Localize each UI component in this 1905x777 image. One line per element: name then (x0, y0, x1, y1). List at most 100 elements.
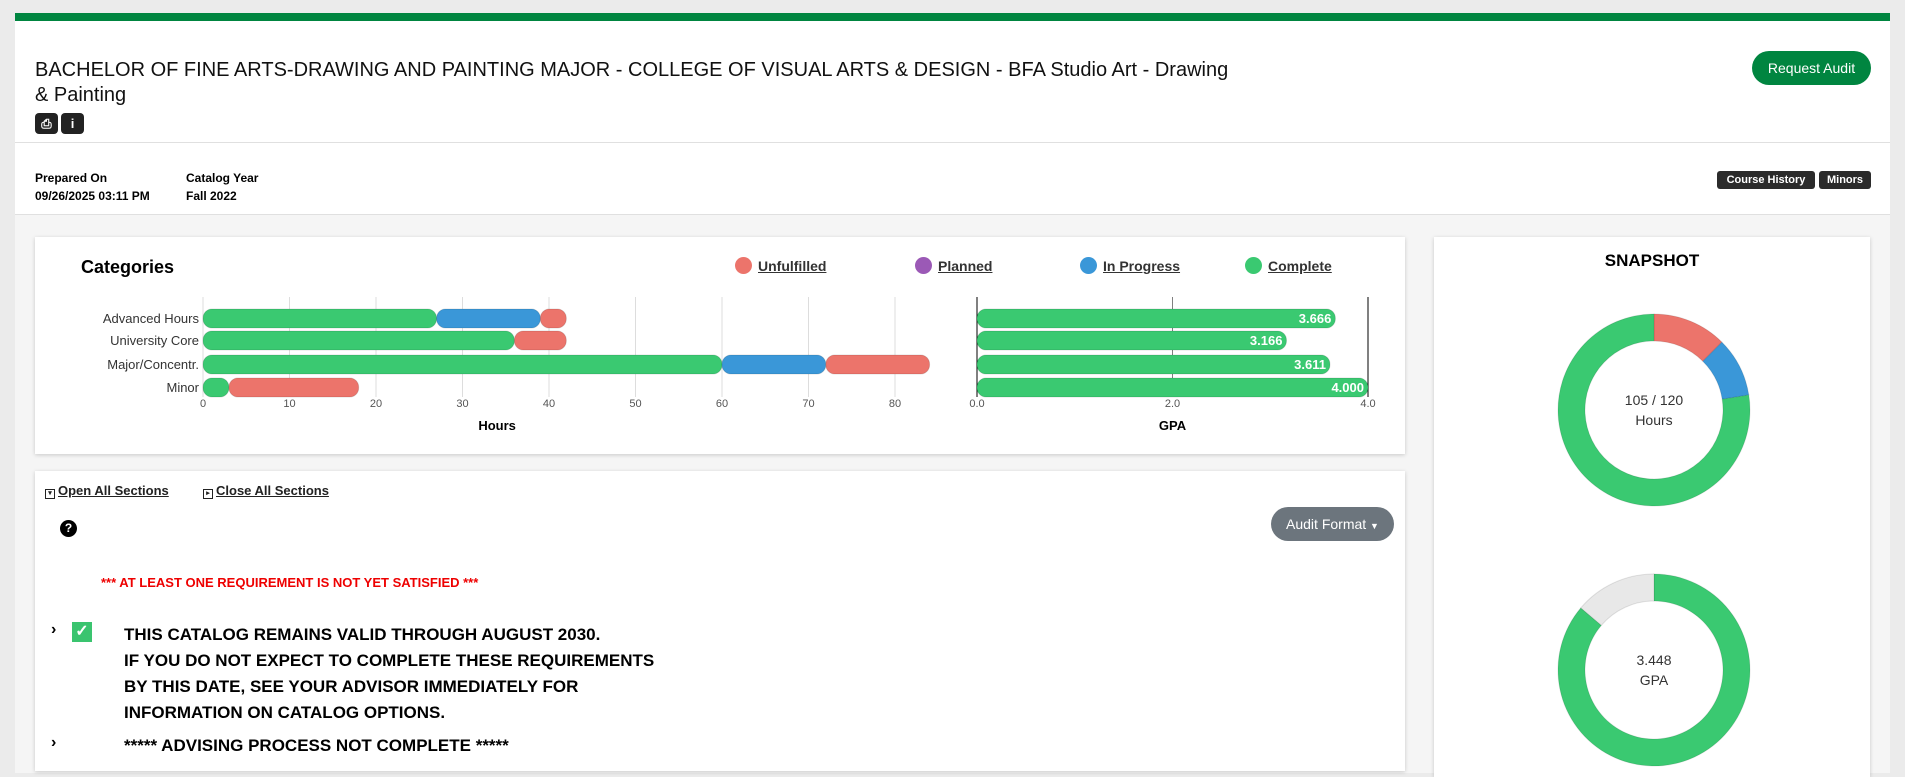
legend-label: Unfulfilled (758, 258, 827, 274)
info-icon[interactable]: i (61, 113, 84, 134)
tick-label: 40 (543, 398, 555, 410)
donut-slice-in-progress (1702, 341, 1750, 400)
dot-icon (735, 257, 752, 274)
bar-complete (202, 377, 230, 398)
warning-message: *** AT LEAST ONE REQUIREMENT IS NOT YET … (101, 575, 479, 590)
tick-label: 80 (889, 398, 901, 410)
dropdown-label: Audit Format (1286, 516, 1367, 532)
donut-value: 3.448 (1636, 652, 1671, 668)
catalog-year: Catalog Year Fall 2022 (186, 169, 258, 205)
bar-complete (202, 354, 723, 375)
donut-label: GPA (1640, 672, 1669, 688)
donut-value: 105 / 120 (1625, 392, 1684, 408)
category-label: Advanced Hours (103, 311, 200, 326)
bar-unfulfilled (228, 377, 360, 398)
check-icon: ✓ (72, 622, 92, 642)
bar-unfulfilled (539, 308, 567, 329)
dot-icon (1245, 257, 1262, 274)
tick-label: 30 (456, 398, 468, 410)
minors-button[interactable]: Minors (1819, 171, 1871, 189)
tick-label: 70 (802, 398, 814, 410)
bar-unfulfilled (825, 354, 931, 375)
donut-slice-unfulfilled (1653, 313, 1723, 362)
print-icon[interactable]: ⎙ (35, 113, 58, 134)
bar-in-progress (436, 308, 541, 329)
gpa-bar (976, 308, 1336, 329)
tick-label: 50 (629, 398, 641, 410)
legend-in-progress[interactable]: In Progress (1080, 257, 1180, 274)
label: Prepared On (35, 171, 108, 185)
category-label: Major/Concentr. (107, 357, 199, 372)
dot-icon (915, 257, 932, 274)
audit-page: BACHELOR OF FINE ARTS-DRAWING AND PAINTI… (15, 13, 1890, 777)
audit-header: BACHELOR OF FINE ARTS-DRAWING AND PAINTI… (15, 21, 1890, 215)
close-all-sections-link[interactable]: ▸ Close All Sections (203, 483, 329, 499)
chevron-right-icon[interactable]: › (51, 621, 57, 638)
chevron-right-icon[interactable]: › (51, 734, 57, 751)
gpa-data-label: 3.666 (1299, 311, 1332, 326)
legend-label: In Progress (1103, 258, 1181, 274)
gpa-data-label: 3.611 (1294, 357, 1326, 372)
category-label: Minor (166, 380, 199, 395)
gpa-bar (976, 377, 1369, 398)
x-axis-title: GPA (1159, 418, 1187, 433)
value: Fall 2022 (186, 189, 237, 203)
tick-label: 4.0 (1360, 398, 1375, 410)
bar-complete (202, 330, 515, 351)
divider (15, 142, 1890, 143)
bar-unfulfilled (513, 330, 567, 351)
donut-slice-complete (1557, 313, 1751, 507)
donut-slice-remaining (1580, 573, 1655, 627)
request-audit-button[interactable]: Request Audit (1752, 51, 1871, 85)
categories-card: Categories Unfulfilled Planned In Progre… (35, 237, 1405, 454)
requirement-line: ***** ADVISING PROCESS NOT COMPLETE ****… (124, 736, 509, 755)
tick-label: 60 (716, 398, 728, 410)
open-all-sections-link[interactable]: ▾ Open All Sections (45, 483, 169, 499)
brand-bar (15, 13, 1890, 21)
course-history-button[interactable]: Course History (1717, 171, 1815, 189)
bar-complete (202, 308, 438, 329)
collapse-icon: ▸ (203, 489, 213, 499)
gpa-bar (976, 330, 1287, 351)
legend-planned[interactable]: Planned (915, 257, 992, 274)
label: Catalog Year (186, 171, 259, 185)
snapshot-card: SNAPSHOT 105 / 120 Hours 3.448 GPA (1434, 237, 1870, 777)
tick-label: 2.0 (1165, 398, 1180, 410)
requirement-line: THIS CATALOG REMAINS VALID THROUGH AUGUS… (124, 625, 601, 644)
sections-card: ▾ Open All Sections ▸ Close All Sections ?… (35, 471, 1405, 771)
categories-chart: 0 10 20 30 40 50 60 70 80 Advanced Hours Universit… (103, 297, 1376, 433)
gpa-bar (976, 354, 1331, 375)
tick-label: 20 (370, 398, 382, 410)
page-title: BACHELOR OF FINE ARTS-DRAWING AND PAINTI… (35, 59, 1229, 106)
value: 09/26/2025 03:11 PM (35, 189, 150, 203)
help-icon[interactable]: ? (60, 520, 77, 537)
gpa-data-label: 3.166 (1250, 333, 1283, 348)
expand-icon: ▾ (45, 489, 55, 499)
dot-icon (1080, 257, 1097, 274)
link-label: Open All Sections (58, 483, 169, 498)
tick-label: 10 (283, 398, 295, 410)
legend-complete[interactable]: Complete (1245, 257, 1332, 274)
x-axis-title: Hours (478, 418, 516, 433)
snapshot-title: SNAPSHOT (1604, 251, 1700, 270)
audit-format-dropdown[interactable]: Audit Format ▼ (1271, 507, 1394, 541)
legend-label: Complete (1268, 258, 1332, 274)
divider (15, 214, 1890, 215)
legend-unfulfilled[interactable]: Unfulfilled (735, 257, 826, 274)
link-label: Close All Sections (216, 483, 329, 498)
gpa-data-label: 4.000 (1331, 380, 1364, 395)
legend-label: Planned (938, 258, 993, 274)
requirement-line: BY THIS DATE, SEE YOUR ADVISOR IMMEDIATE… (124, 677, 579, 696)
caret-down-icon: ▼ (1370, 521, 1379, 531)
requirement-line: INFORMATION ON CATALOG OPTIONS. (124, 703, 446, 722)
donut-slice-gpa (1557, 573, 1751, 767)
requirement-line: IF YOU DO NOT EXPECT TO COMPLETE THESE R… (124, 651, 655, 670)
bar-in-progress (721, 354, 827, 375)
prepared-on: Prepared On 09/26/2025 03:11 PM (35, 169, 150, 205)
snapshot-charts: 105 / 120 Hours 3.448 GPA (1557, 313, 1751, 767)
category-label: University Core (110, 333, 199, 348)
donut-label: Hours (1635, 412, 1672, 428)
tick-label: 0.0 (969, 398, 984, 410)
tick-label: 0 (200, 398, 206, 410)
categories-title: Categories (81, 257, 175, 277)
